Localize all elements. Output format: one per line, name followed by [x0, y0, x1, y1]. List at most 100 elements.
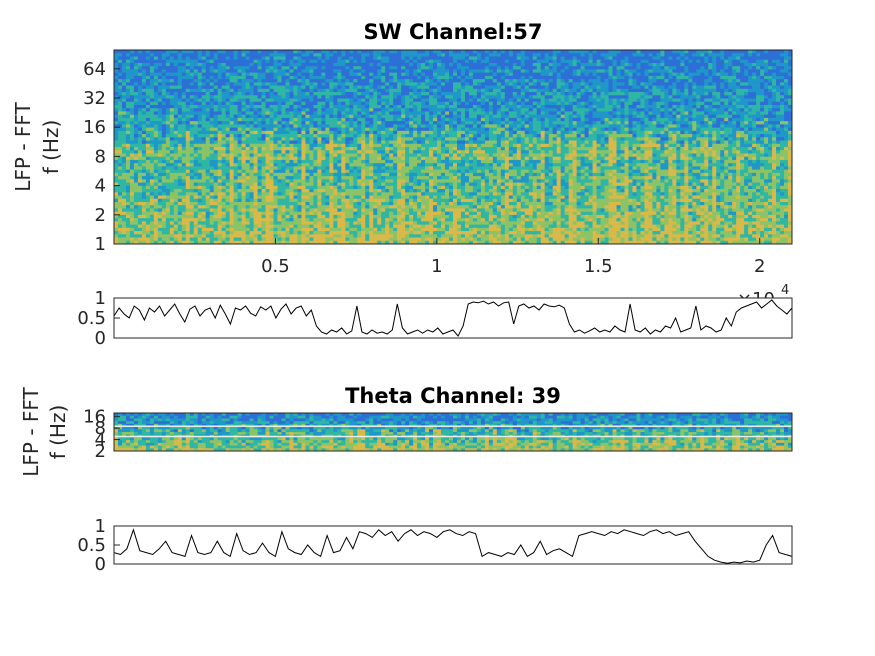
heatmap-cell	[349, 66, 354, 70]
heatmap-cell	[301, 172, 306, 177]
heatmap-cell	[377, 140, 382, 145]
heatmap-cell	[297, 221, 302, 225]
heatmap-cell	[421, 172, 426, 177]
heatmap-cell	[233, 130, 239, 135]
heatmap-cell	[165, 221, 171, 225]
heatmap-cell	[257, 92, 262, 96]
heatmap-cell	[221, 134, 227, 138]
heatmap-cell	[441, 166, 446, 171]
heatmap-cell	[229, 176, 235, 180]
heatmap-cell	[213, 56, 219, 61]
heatmap-cell	[437, 201, 442, 206]
heatmap-cell	[225, 121, 231, 125]
heatmap-cell	[249, 130, 254, 135]
heatmap-cell	[297, 147, 302, 151]
heatmap-cell	[241, 75, 247, 80]
heatmap-cell	[189, 185, 195, 190]
heatmap-cell	[217, 59, 223, 64]
heatmap-cell	[161, 176, 167, 180]
heatmap-cell	[357, 211, 362, 216]
heatmap-cell	[193, 50, 199, 54]
heatmap-cell	[385, 227, 390, 232]
heatmap-cell	[249, 153, 254, 158]
heatmap-cell	[417, 50, 422, 54]
heatmap-cell	[393, 211, 398, 216]
heatmap-cell	[261, 117, 266, 122]
heatmap-cell	[405, 50, 410, 54]
heatmap-cell	[213, 95, 219, 99]
heatmap-cell	[157, 150, 163, 154]
heatmap-cell	[337, 95, 342, 99]
heatmap-cell	[153, 189, 159, 193]
heatmap-cell	[165, 159, 171, 164]
heatmap-cell	[229, 195, 235, 200]
heatmap-cell	[325, 208, 330, 213]
heatmap-cell	[237, 85, 243, 90]
heatmap-cell	[285, 72, 290, 77]
heatmap-cell	[317, 137, 322, 141]
heatmap-cell	[329, 179, 334, 183]
heatmap-cell	[209, 127, 215, 132]
heatmap-cell	[249, 111, 254, 116]
heatmap-cell	[369, 114, 374, 119]
heatmap-cell	[201, 218, 207, 222]
heatmap-cell	[381, 201, 386, 206]
heatmap-cell	[353, 62, 358, 67]
heatmap-cell	[285, 234, 290, 238]
heatmap-cell	[409, 192, 414, 196]
heatmap-cell	[169, 211, 175, 216]
heatmap-cell	[285, 143, 290, 148]
heatmap-cell	[193, 140, 199, 145]
heatmap-cell	[281, 201, 286, 206]
heatmap-cell	[137, 201, 143, 206]
heatmap-cell	[313, 159, 318, 164]
heatmap-cell	[137, 66, 143, 70]
heatmap-cell	[265, 124, 270, 128]
heatmap-cell	[437, 62, 442, 67]
heatmap-cell	[133, 95, 139, 99]
heatmap-cell	[285, 227, 290, 232]
heatmap-cell	[341, 92, 346, 96]
heatmap-cell	[297, 75, 302, 80]
heatmap-cell	[117, 185, 123, 190]
heatmap-cell	[245, 72, 250, 77]
heatmap-cell	[149, 101, 155, 106]
heatmap-cell	[277, 82, 282, 86]
heatmap-cell	[241, 163, 247, 167]
heatmap-cell	[165, 104, 171, 109]
heatmap-cell	[317, 221, 322, 225]
heatmap-cell	[441, 169, 446, 174]
heatmap-cell	[253, 62, 258, 67]
heatmap-cell	[293, 134, 298, 138]
heatmap-cell	[297, 111, 302, 116]
heatmap-cell	[437, 117, 442, 122]
heatmap-cell	[353, 205, 358, 209]
heatmap-cell	[185, 98, 191, 103]
heatmap-cell	[173, 201, 179, 206]
heatmap-cell	[241, 124, 247, 128]
heatmap-cell	[121, 156, 127, 161]
heatmap-cell	[333, 185, 338, 190]
heatmap-cell	[405, 114, 410, 119]
heatmap-cell	[133, 50, 139, 54]
heatmap-cell	[217, 150, 223, 154]
heatmap-cell	[437, 176, 442, 180]
heatmap-cell	[185, 101, 191, 106]
heatmap-cell	[229, 211, 235, 216]
heatmap-cell	[413, 111, 418, 116]
heatmap-cell	[265, 66, 270, 70]
heatmap-cell	[217, 56, 223, 61]
heatmap-cell	[114, 114, 119, 119]
heatmap-cell	[153, 201, 159, 206]
heatmap-cell	[385, 208, 390, 213]
heatmap-cell	[405, 169, 410, 174]
heatmap-cell	[229, 185, 235, 190]
heatmap-cell	[197, 117, 203, 122]
heatmap-cell	[145, 130, 151, 135]
heatmap-cell	[117, 88, 123, 93]
heatmap-cell	[145, 69, 151, 74]
heatmap-cell	[125, 156, 131, 161]
heatmap-cell	[361, 127, 366, 132]
heatmap-cell	[249, 179, 254, 183]
heatmap-cell	[357, 208, 362, 213]
